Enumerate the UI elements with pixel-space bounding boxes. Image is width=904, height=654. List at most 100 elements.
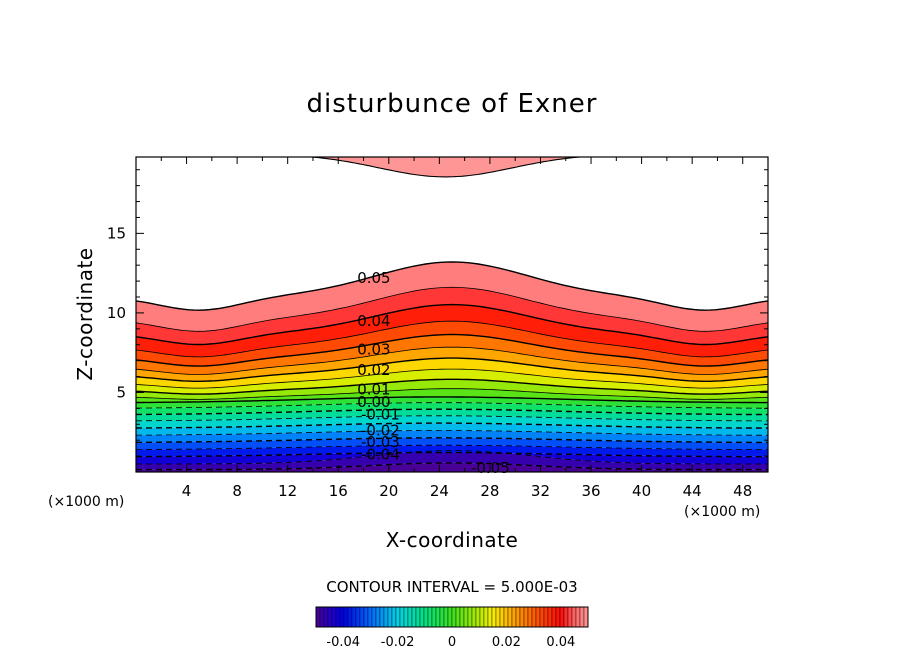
colorbar-cell	[327, 606, 333, 628]
colorbar-tick-label: -0.02	[381, 635, 415, 650]
colorbar-cell	[519, 606, 525, 628]
colorbar-cell	[551, 606, 557, 628]
y-tick-label: 5	[116, 383, 126, 401]
x-left-unit-label: (×1000 m)	[48, 494, 124, 510]
colorbar-cell	[571, 606, 577, 628]
colorbar-cell	[399, 606, 405, 628]
x-tick-label: 28	[480, 482, 499, 500]
colorbar-cell	[383, 606, 389, 628]
contour-band	[136, 462, 768, 472]
x-tick-label: 16	[329, 482, 348, 500]
contour-band	[136, 379, 768, 400]
contour-line	[136, 450, 768, 465]
colorbar-tick-labels: -0.04 -0.02 0 0.02 0.04	[326, 635, 575, 650]
contour-label: 0.00	[357, 393, 390, 411]
contour-label: 0.01	[357, 380, 390, 398]
contour-band-top	[312, 157, 580, 177]
x-axis-ticks: 4 8 12 16 20 24 28 32 36 40 44 48	[160, 157, 752, 500]
x-tick-label: 4	[182, 482, 192, 500]
contour-band	[136, 409, 768, 421]
contour-line	[136, 451, 768, 458]
colorbar-cell	[543, 606, 549, 628]
x-axis-label: X-coordinate	[386, 528, 519, 552]
colorbar-tick-label: -0.04	[326, 635, 360, 650]
colorbar-cell	[359, 606, 365, 628]
colorbar-cell	[451, 606, 457, 628]
contour-band	[136, 369, 768, 395]
contour-label: -0.02	[361, 422, 400, 440]
colorbar-cell	[459, 606, 465, 628]
contour-label: -0.03	[361, 433, 400, 451]
contour-label: 0.02	[357, 361, 390, 379]
colorbar-cell	[395, 606, 401, 628]
contour-line	[136, 437, 768, 444]
colorbar-cell	[579, 606, 585, 628]
colorbar-cell	[419, 606, 425, 628]
colorbar-cell	[583, 606, 589, 628]
colorbar-cell	[467, 606, 473, 628]
colorbar-cell	[523, 606, 529, 628]
colorbar-cell	[351, 606, 357, 628]
x-tick-label: 40	[632, 482, 651, 500]
colorbar-cell	[511, 606, 517, 628]
colorbar-cell	[407, 606, 413, 628]
colorbar-cell	[559, 606, 565, 628]
contour-line	[136, 368, 768, 389]
colorbar-cell	[403, 606, 409, 628]
x-right-unit-label: (×1000 m)	[684, 504, 760, 520]
contour-line	[136, 396, 768, 404]
colorbar-cell	[343, 606, 349, 628]
contour-label: 0.04	[357, 312, 390, 330]
y-axis-label: Z-coordinate	[73, 247, 97, 380]
contour-band	[136, 396, 768, 409]
colorbar-cell	[539, 606, 545, 628]
colorbar-tick-label: 0	[448, 635, 456, 650]
colorbar-cell	[455, 606, 461, 628]
colorbar-tick-label: 0.02	[492, 635, 521, 650]
colorbar-cell	[483, 606, 489, 628]
contour-line	[136, 402, 768, 409]
colorbar-cell	[411, 606, 417, 628]
contour-band	[136, 450, 768, 464]
colorbar-cell	[431, 606, 437, 628]
contour-lines	[136, 157, 768, 471]
x-tick-label: 48	[733, 482, 752, 500]
contour-line	[136, 430, 768, 436]
colorbar-cell	[335, 606, 341, 628]
contour-line	[136, 462, 768, 471]
colorbar-cell	[339, 606, 345, 628]
contour-line	[136, 408, 768, 416]
contour-line	[136, 333, 768, 367]
contour-band	[136, 262, 768, 332]
x-tick-label: 8	[232, 482, 242, 500]
colorbar-cell	[555, 606, 561, 628]
colorbar-cell	[463, 606, 469, 628]
colorbar-cell	[475, 606, 481, 628]
colorbar-cell	[527, 606, 533, 628]
contour-plot: 0.05 0.04 0.03 0.020.010.00-0.01-0.02-0.03-…	[107, 156, 769, 500]
contour-line	[136, 261, 768, 311]
colorbar-cells	[315, 606, 589, 628]
contour-line	[136, 357, 768, 382]
colorbar-cell	[507, 606, 513, 628]
contour-band	[136, 402, 768, 415]
contour-label: -0.04	[361, 446, 400, 464]
colorbar-cell	[323, 606, 329, 628]
colorbar-cell	[563, 606, 569, 628]
x-tick-label: 12	[278, 482, 297, 500]
colorbar-cell	[531, 606, 537, 628]
contour-band	[136, 358, 768, 389]
contour-band	[136, 423, 768, 436]
contour-band	[136, 430, 768, 443]
x-tick-label: 36	[581, 482, 600, 500]
colorbar-cell	[427, 606, 433, 628]
contour-line	[136, 346, 768, 375]
colorbar-cell	[375, 606, 381, 628]
colorbar-cell	[443, 606, 449, 628]
contour-line	[136, 415, 768, 422]
colorbar-cell	[347, 606, 353, 628]
colorbar-cell	[331, 606, 337, 628]
colorbar-cell	[435, 606, 441, 628]
contour-interval-text: CONTOUR INTERVAL = 5.000E-03	[326, 578, 577, 596]
